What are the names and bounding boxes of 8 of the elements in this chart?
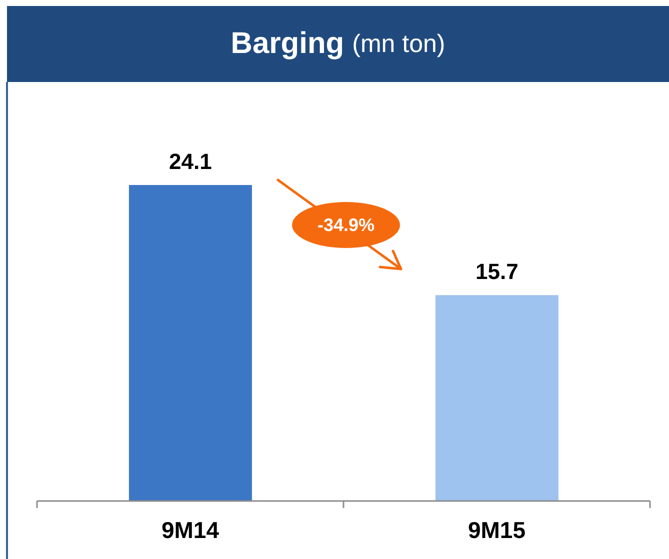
oval-badge: -34.9% xyxy=(292,202,400,248)
annotation: -34.9% xyxy=(317,214,375,236)
data-label: 24.1 xyxy=(169,149,212,174)
chart-subtitle: (mn ton) xyxy=(352,30,446,58)
x-tick-label: 9M14 xyxy=(161,517,220,543)
x-tick-label: 9M15 xyxy=(468,517,526,543)
data-label: 15.7 xyxy=(476,259,518,284)
chart-title: Barging xyxy=(230,27,344,61)
